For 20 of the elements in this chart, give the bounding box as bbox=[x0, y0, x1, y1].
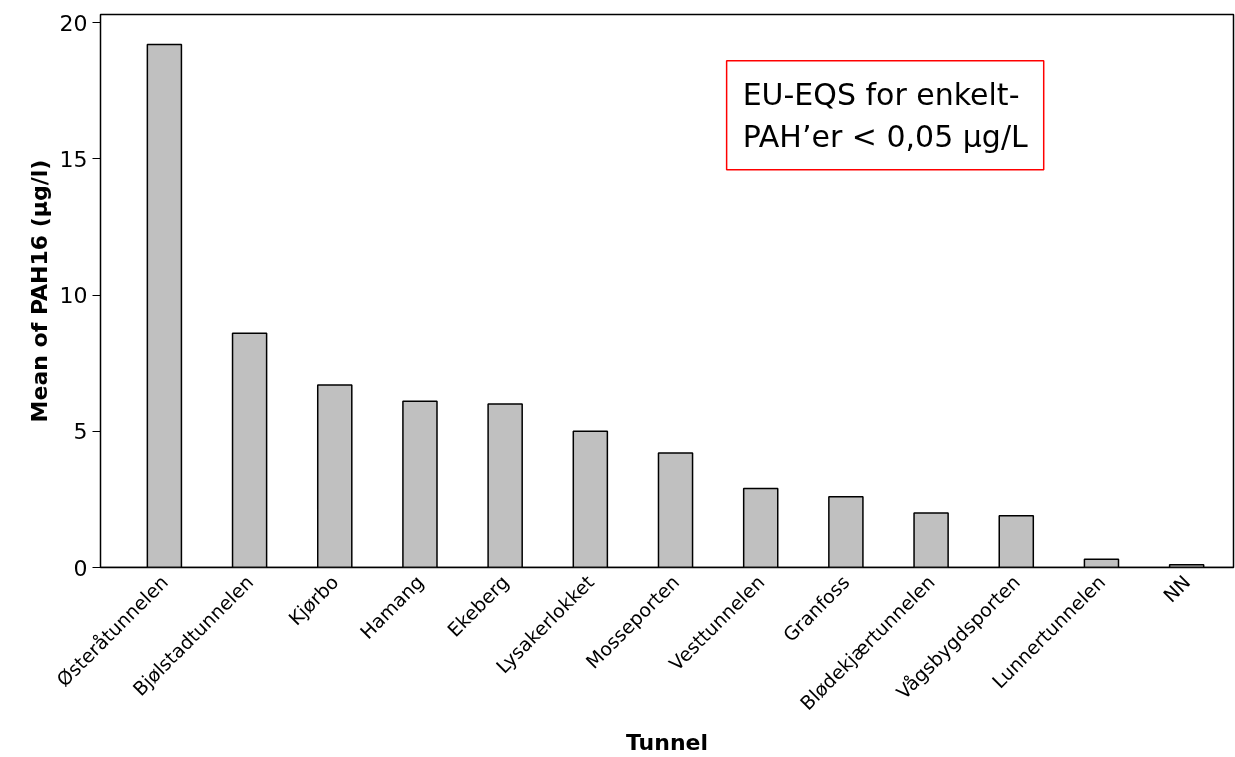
bar bbox=[657, 452, 694, 568]
bar bbox=[146, 43, 183, 568]
y-tick-label: 20 bbox=[59, 10, 88, 36]
bar bbox=[572, 430, 609, 568]
x-axis-title: Tunnel bbox=[625, 729, 709, 755]
bar bbox=[742, 487, 779, 568]
bar bbox=[998, 514, 1035, 568]
bar bbox=[828, 495, 864, 568]
y-tick-label: 10 bbox=[59, 283, 88, 309]
bar bbox=[913, 512, 949, 568]
annotation: EU-EQS for enkelt- PAH’er < 0,05 µg/L bbox=[742, 76, 1028, 154]
bar bbox=[487, 403, 523, 568]
bar bbox=[402, 400, 438, 568]
y-tick-label: 15 bbox=[59, 146, 88, 172]
y-axis-title: Mean of PAH16 (µg/l) bbox=[26, 159, 52, 423]
bar bbox=[316, 384, 353, 568]
bar bbox=[231, 332, 268, 568]
x-tick-label: NN bbox=[1158, 570, 1195, 607]
y-tick-label: 0 bbox=[73, 555, 88, 581]
y-tick-label: 5 bbox=[73, 419, 88, 445]
